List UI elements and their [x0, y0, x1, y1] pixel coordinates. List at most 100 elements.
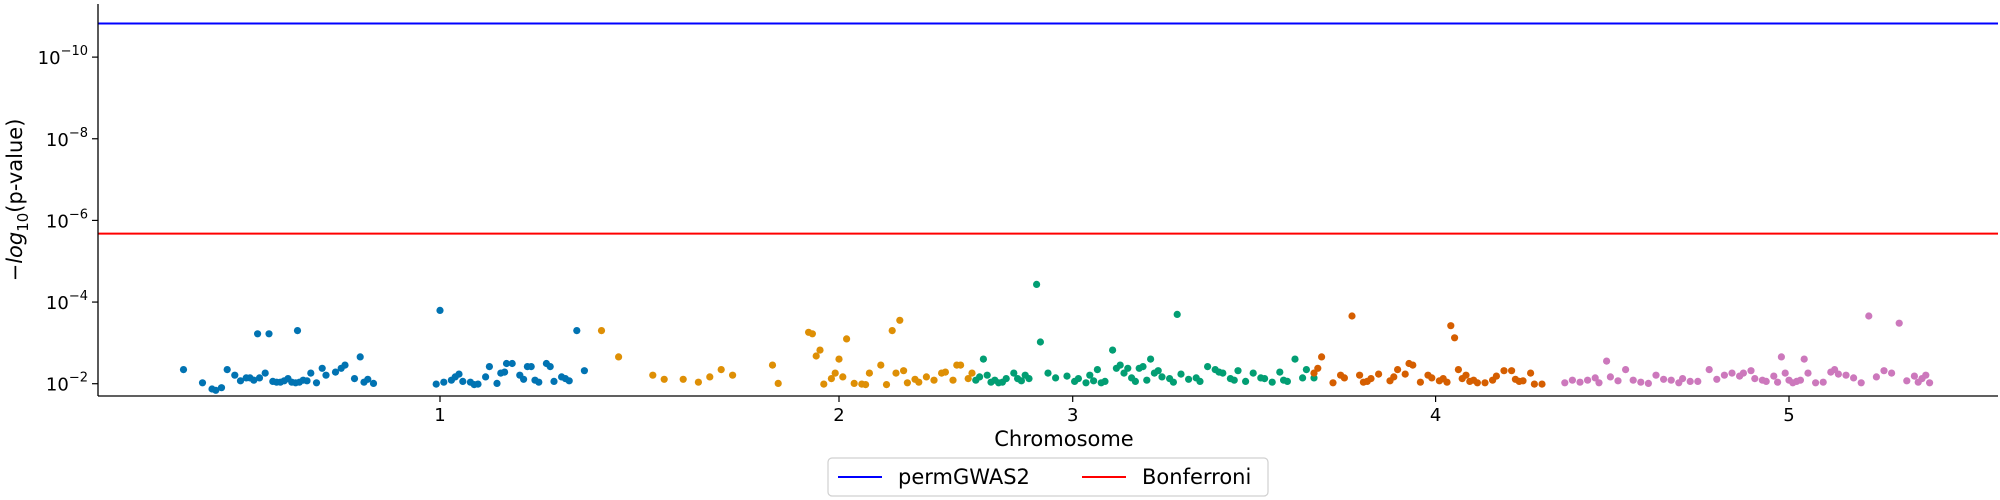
- data-point: [1443, 379, 1450, 386]
- data-point: [566, 377, 573, 384]
- data-point: [370, 380, 377, 387]
- data-point: [1782, 370, 1789, 377]
- data-point: [433, 381, 440, 388]
- data-point: [1820, 379, 1827, 386]
- data-point: [598, 327, 605, 334]
- data-point: [1835, 371, 1842, 378]
- data-point: [1250, 370, 1257, 377]
- data-point: [520, 376, 527, 383]
- data-point: [877, 362, 884, 369]
- data-point: [1660, 376, 1667, 383]
- x-tick-label: 4: [1430, 405, 1441, 426]
- data-point: [809, 330, 816, 337]
- data-point: [254, 330, 261, 337]
- x-tick-label: 1: [434, 405, 445, 426]
- data-point: [1394, 366, 1401, 373]
- data-point: [1451, 334, 1458, 341]
- data-point: [904, 379, 911, 386]
- data-point: [1409, 362, 1416, 369]
- data-point: [1219, 370, 1226, 377]
- data-point: [661, 376, 668, 383]
- data-point: [1341, 374, 1348, 381]
- data-point: [1284, 378, 1291, 385]
- data-point: [1603, 358, 1610, 365]
- data-point: [1911, 373, 1918, 380]
- data-point: [883, 381, 890, 388]
- data-point: [862, 381, 869, 388]
- data-point: [1025, 375, 1032, 382]
- data-point: [729, 372, 736, 379]
- data-point: [1770, 373, 1777, 380]
- data-point: [649, 372, 656, 379]
- data-point: [1174, 311, 1181, 318]
- data-point: [1303, 366, 1310, 373]
- data-point: [1576, 379, 1583, 386]
- data-point: [1204, 363, 1211, 370]
- data-point: [218, 384, 225, 391]
- data-point: [1462, 372, 1469, 379]
- data-point: [1196, 378, 1203, 385]
- data-point: [455, 371, 462, 378]
- data-point: [680, 376, 687, 383]
- data-point: [224, 366, 231, 373]
- data-point: [835, 356, 842, 363]
- data-point: [1500, 367, 1507, 374]
- data-point: [957, 362, 964, 369]
- data-point: [1075, 375, 1082, 382]
- data-point: [1003, 375, 1010, 382]
- data-point: [1519, 377, 1526, 384]
- data-point: [1090, 377, 1097, 384]
- data-point: [1234, 367, 1241, 374]
- data-point: [1880, 367, 1887, 374]
- data-point: [1607, 373, 1614, 380]
- data-point: [1094, 366, 1101, 373]
- data-point: [509, 360, 516, 367]
- data-point: [1428, 374, 1435, 381]
- data-point: [832, 370, 839, 377]
- data-point: [1622, 366, 1629, 373]
- data-point: [1922, 372, 1929, 379]
- data-point: [1778, 353, 1785, 360]
- data-point: [1037, 338, 1044, 345]
- series-chr3: [972, 281, 1317, 387]
- data-point: [303, 377, 310, 384]
- data-point: [1155, 367, 1162, 374]
- data-point: [1417, 379, 1424, 386]
- data-point: [1402, 371, 1409, 378]
- y-tick-label: 10−10: [38, 44, 88, 69]
- data-point: [547, 363, 554, 370]
- threshold-lines: [98, 23, 1998, 233]
- x-tick-label: 3: [1067, 405, 1078, 426]
- data-point: [1774, 379, 1781, 386]
- data-point: [813, 352, 820, 359]
- data-point: [474, 381, 481, 388]
- data-point: [1158, 373, 1165, 380]
- data-point: [1276, 369, 1283, 376]
- data-point: [1177, 371, 1184, 378]
- data-point: [820, 381, 827, 388]
- data-point: [816, 347, 823, 354]
- data-point: [923, 373, 930, 380]
- data-point: [1614, 377, 1621, 384]
- data-point: [486, 363, 493, 370]
- data-point: [1269, 379, 1276, 386]
- data-point: [1356, 372, 1363, 379]
- data-point: [889, 327, 896, 334]
- x-tick-label: 5: [1783, 405, 1794, 426]
- series-chr2: [598, 317, 976, 389]
- data-point: [984, 372, 991, 379]
- y-tick-label: 10−6: [46, 207, 88, 232]
- data-point: [535, 379, 542, 386]
- x-tick-label: 2: [833, 405, 844, 426]
- data-point: [482, 373, 489, 380]
- data-point: [440, 379, 447, 386]
- data-point: [1231, 377, 1238, 384]
- data-point: [1763, 378, 1770, 385]
- data-point: [1261, 375, 1268, 382]
- series-chr4: [1310, 312, 1545, 387]
- data-point: [1063, 373, 1070, 380]
- data-point: [1348, 312, 1355, 319]
- data-point: [1390, 373, 1397, 380]
- data-point: [501, 369, 508, 376]
